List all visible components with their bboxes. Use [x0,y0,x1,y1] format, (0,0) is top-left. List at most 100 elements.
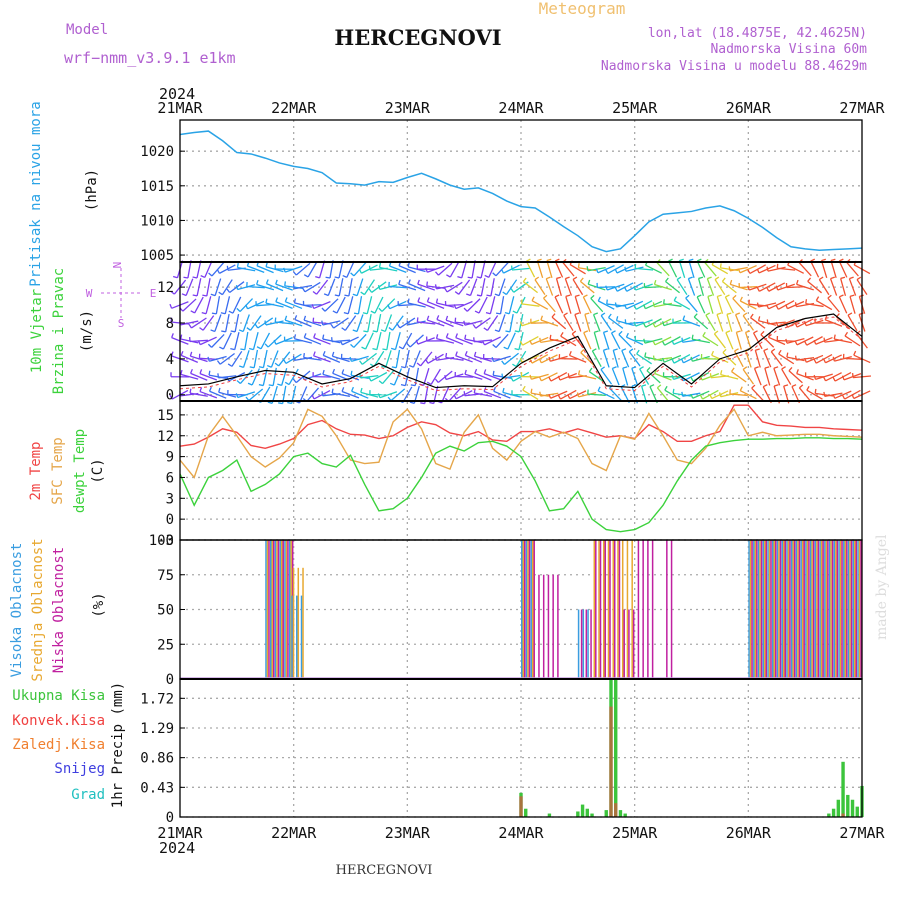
model-label: Model [66,22,108,38]
wind-barb [303,319,322,327]
wind-barb [541,372,558,382]
cloud-bar-mid [531,540,534,679]
wind-barb-flag [512,363,517,368]
cloud-bar-low [623,609,625,679]
wind-barb-flag [330,324,335,329]
cloud-bar-low [798,540,801,679]
precip-total-bar [604,810,608,817]
cloud-bar-high [790,540,793,679]
wind-barb-flag [853,350,857,356]
wind-barb-flag [514,330,520,333]
cloud-bar-mid [612,540,614,679]
wind-barb [656,387,670,403]
wind-barb [445,319,464,327]
wind-barb [678,260,686,278]
wind-barb-flag [818,276,824,281]
wind-barb-flag [434,355,437,361]
wind-barb [278,351,291,367]
wind-barb-flag [728,266,731,271]
cloud-bar-mid [849,540,851,679]
precip-total-bar [850,799,855,817]
wind-barb-flag [767,332,771,338]
wind-barb-flag [522,277,527,283]
wind-barb [275,283,293,291]
wind-barb-flag [170,351,174,357]
wind-barb-flag [577,263,580,268]
wind-barb-flag [407,279,411,284]
wind-barb-flag [502,291,507,296]
wind-barb-flag [466,293,471,297]
wind-barb-flag [434,378,439,383]
wind-barb-flag [681,391,684,397]
wind-barb [295,262,311,276]
wind-barb-flag [492,370,495,376]
wind-barb [346,260,355,278]
wind-barb-flag [172,275,178,279]
cloud-bar-low [803,540,805,679]
cloud-bar-high [767,540,769,679]
cloud-bar-low [552,574,554,679]
precip-total-bar [585,808,590,817]
wind-barb [716,314,724,332]
wind-barb-flag [258,383,264,387]
wind-barb [600,315,612,331]
wind-barb-flag [492,344,497,349]
wind-barb-flag [464,350,468,356]
cloud-bar-mid [266,540,269,679]
cloud-bar-low [613,540,616,679]
wind-barb-flag [605,285,608,291]
cloud-bar-mid [631,540,633,679]
wind-gust-line [179,316,863,392]
cloud-bar-high [269,540,272,679]
wind-barb-flag [501,360,505,365]
wind-barb-flag [696,294,702,298]
wind-barb-flag [372,347,377,351]
wind-barb-flag [230,347,235,351]
wind-barb-flag [534,276,540,281]
wind-barb-flag [331,351,335,357]
wind-barb-flag [210,293,216,297]
wind-barb-flag [788,367,793,372]
wind-barb-flag [278,402,283,405]
wind-barb [351,355,369,362]
wind-barb [654,283,672,291]
wind-barb-flag [766,304,770,310]
cloud-bar-low [277,540,280,679]
x-tick-label-bottom: 26MAR [726,824,772,842]
wind-barb [739,390,757,400]
wind-barb-flag [417,297,421,302]
wind-barb [353,333,367,348]
wind-barb [307,261,318,278]
wind-barb-flag [662,321,665,326]
wind-barb [654,372,672,381]
wind-barb-flag [766,286,770,292]
precip-total-bar [855,806,859,817]
wind-barb-flag [352,293,358,297]
wind-barb [379,284,398,291]
cloud-bar-mid [302,567,304,679]
wind-barb [635,267,654,271]
wind-barb-flag [377,393,381,398]
wind-barb-flag [762,384,768,388]
wind-barb-flag [551,313,556,318]
wind-barb-flag [211,312,217,315]
wind-barb [493,390,511,399]
wind-barb-flag [377,284,381,290]
wind-barb-flag [590,294,595,299]
wind-barb [218,391,237,398]
wind-barb-flag [519,321,523,326]
wind-barb-flag [510,376,514,382]
wind-barb [294,284,313,290]
compass-south: S [118,317,125,330]
wind-barb [716,296,724,314]
wind-barb-flag [849,294,855,298]
wind-barb [543,297,556,313]
cloud-bar-high [795,540,798,679]
wind-barb-flag [775,305,779,310]
wind-barb [693,316,709,330]
x-tick-label-bottom: 27MAR [839,824,885,842]
precip-total-bar [618,810,623,817]
wind-barb-flag [503,346,509,350]
wind-barb-flag [798,384,804,389]
wind-barb-flag [624,266,627,272]
